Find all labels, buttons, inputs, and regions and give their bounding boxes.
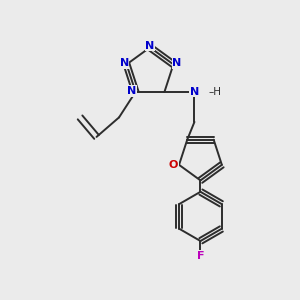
Text: O: O — [169, 160, 178, 170]
Text: N: N — [190, 87, 199, 97]
Text: N: N — [120, 58, 129, 68]
Text: N: N — [172, 58, 182, 68]
Text: N: N — [127, 86, 136, 96]
Text: F: F — [197, 251, 204, 261]
Text: –H: –H — [209, 87, 222, 97]
Text: N: N — [146, 41, 154, 51]
